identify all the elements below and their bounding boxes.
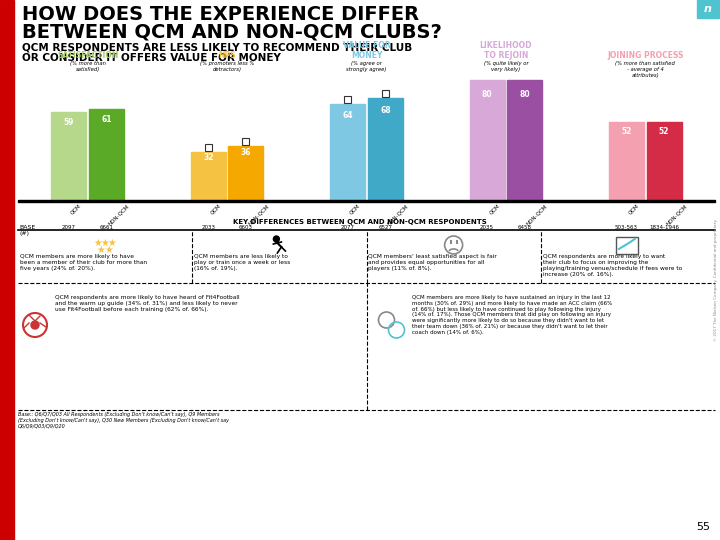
- Text: 52: 52: [621, 127, 631, 136]
- Text: QCM RESPONDENTS ARE LESS LIKELY TO RECOMMEND THEIR CLUB: QCM RESPONDENTS ARE LESS LIKELY TO RECOM…: [22, 42, 413, 52]
- Text: (% agree or
strongly agree): (% agree or strongly agree): [346, 61, 387, 72]
- Text: 2035: 2035: [480, 225, 494, 230]
- Text: QCM: QCM: [348, 203, 361, 215]
- Text: 68: 68: [380, 106, 391, 114]
- Text: (% promoters less %
detractors): (% promoters less % detractors): [200, 61, 254, 72]
- Text: NPS: NPS: [218, 51, 236, 60]
- Text: 80: 80: [519, 90, 530, 99]
- Text: 1834-1946: 1834-1946: [649, 225, 679, 230]
- Text: 6458: 6458: [518, 225, 531, 230]
- Bar: [51, 111, 86, 200]
- Circle shape: [274, 236, 279, 242]
- Text: QCM: QCM: [488, 203, 500, 215]
- Text: 64: 64: [343, 111, 353, 120]
- Bar: [228, 146, 264, 200]
- Text: OR CONSIDER IT OFFERS VALUE FOR MONEY: OR CONSIDER IT OFFERS VALUE FOR MONEY: [22, 53, 281, 63]
- Text: QCM: QCM: [628, 203, 640, 215]
- Text: ★: ★: [104, 245, 114, 255]
- Text: 59: 59: [63, 118, 74, 126]
- Text: 6661: 6661: [99, 225, 114, 230]
- Text: 6527: 6527: [378, 225, 392, 230]
- Text: 36: 36: [240, 148, 251, 157]
- Text: BASE
(#): BASE (#): [19, 225, 35, 236]
- Text: 61: 61: [102, 115, 112, 124]
- Text: QCM members are less likely to
play or train once a week or less
(16% of. 19%).: QCM members are less likely to play or t…: [194, 254, 290, 271]
- Text: NON-QCM: NON-QCM: [665, 203, 688, 226]
- Text: 80: 80: [482, 90, 492, 99]
- Text: (% more than
satisfied): (% more than satisfied): [70, 61, 106, 72]
- Text: ★: ★: [96, 245, 106, 255]
- Bar: [18, 199, 715, 202]
- Text: NON-QCM: NON-QCM: [387, 203, 409, 226]
- Text: NON-QCM: NON-QCM: [107, 203, 130, 226]
- Text: 55: 55: [696, 522, 710, 532]
- Text: HOW DOES THE EXPERIENCE DIFFER: HOW DOES THE EXPERIENCE DIFFER: [22, 5, 419, 24]
- Text: n: n: [704, 4, 712, 14]
- Text: QCM members are more likely to have sustained an injury in the last 12
months (3: QCM members are more likely to have sust…: [412, 295, 612, 335]
- Circle shape: [31, 321, 39, 329]
- Text: VALUE FOR
MONEY: VALUE FOR MONEY: [343, 40, 390, 60]
- Bar: [330, 104, 365, 200]
- Bar: [243, 138, 249, 145]
- Text: 52: 52: [659, 127, 670, 136]
- Bar: [0, 0, 14, 540]
- Text: QCM respondents are more likely to have heard of Fit4Football
and the warm up gu: QCM respondents are more likely to have …: [55, 295, 240, 312]
- Text: NON-QCM: NON-QCM: [526, 203, 549, 226]
- Bar: [382, 90, 389, 97]
- Bar: [191, 152, 225, 200]
- Bar: [89, 109, 124, 200]
- Text: ★: ★: [108, 238, 117, 248]
- Bar: [368, 98, 402, 200]
- Text: 32: 32: [203, 153, 214, 162]
- Text: 2077: 2077: [341, 225, 355, 230]
- Text: KEY DIFFERENCES BETWEEN QCM AND NON-QCM RESPONDENTS: KEY DIFFERENCES BETWEEN QCM AND NON-QCM …: [233, 219, 487, 225]
- Bar: [609, 122, 644, 200]
- Text: Base:: Q6/Q7/Q03 All Respondents (Excluding Don't know/Can't say), Q9 Members
(E: Base:: Q6/Q7/Q03 All Respondents (Exclud…: [18, 412, 229, 429]
- Text: 2033: 2033: [202, 225, 215, 230]
- Text: 503-563: 503-563: [615, 225, 638, 230]
- Text: (% quite likely or
very likely): (% quite likely or very likely): [484, 61, 528, 72]
- Text: JOINING PROCESS: JOINING PROCESS: [607, 51, 683, 60]
- Text: © 2017 The Nielsen Company. Confidential and proprietary.: © 2017 The Nielsen Company. Confidential…: [714, 219, 718, 341]
- Text: SATISFACTION: SATISFACTION: [57, 51, 118, 60]
- Bar: [469, 80, 505, 200]
- Bar: [344, 96, 351, 103]
- Text: QCM respondents are more likely to want
their club to focus on improving the
pla: QCM respondents are more likely to want …: [543, 254, 682, 276]
- Text: (% more than satisfied
- average of 4
attributes): (% more than satisfied - average of 4 at…: [616, 61, 675, 78]
- Text: QCM: QCM: [210, 203, 222, 215]
- Text: 2097: 2097: [62, 225, 76, 230]
- Bar: [647, 122, 682, 200]
- Text: ★: ★: [101, 238, 109, 248]
- Text: 6603: 6603: [239, 225, 253, 230]
- Bar: [616, 237, 638, 254]
- Text: QCM members' least satisfied aspect is fair
and provides equal opportunities for: QCM members' least satisfied aspect is f…: [369, 254, 498, 271]
- Bar: [204, 144, 212, 151]
- Text: ★: ★: [94, 238, 102, 248]
- Text: NON-QCM: NON-QCM: [247, 203, 270, 226]
- Text: LIKELIHOOD
TO REJOIN: LIKELIHOOD TO REJOIN: [480, 40, 532, 60]
- Text: BETWEEN QCM AND NON-QCM CLUBS?: BETWEEN QCM AND NON-QCM CLUBS?: [22, 23, 442, 42]
- Bar: [697, 0, 720, 18]
- Bar: [508, 80, 542, 200]
- Text: QCM: QCM: [70, 203, 82, 215]
- Text: QCM members are more likely to have
been a member of their club for more than
fi: QCM members are more likely to have been…: [20, 254, 147, 271]
